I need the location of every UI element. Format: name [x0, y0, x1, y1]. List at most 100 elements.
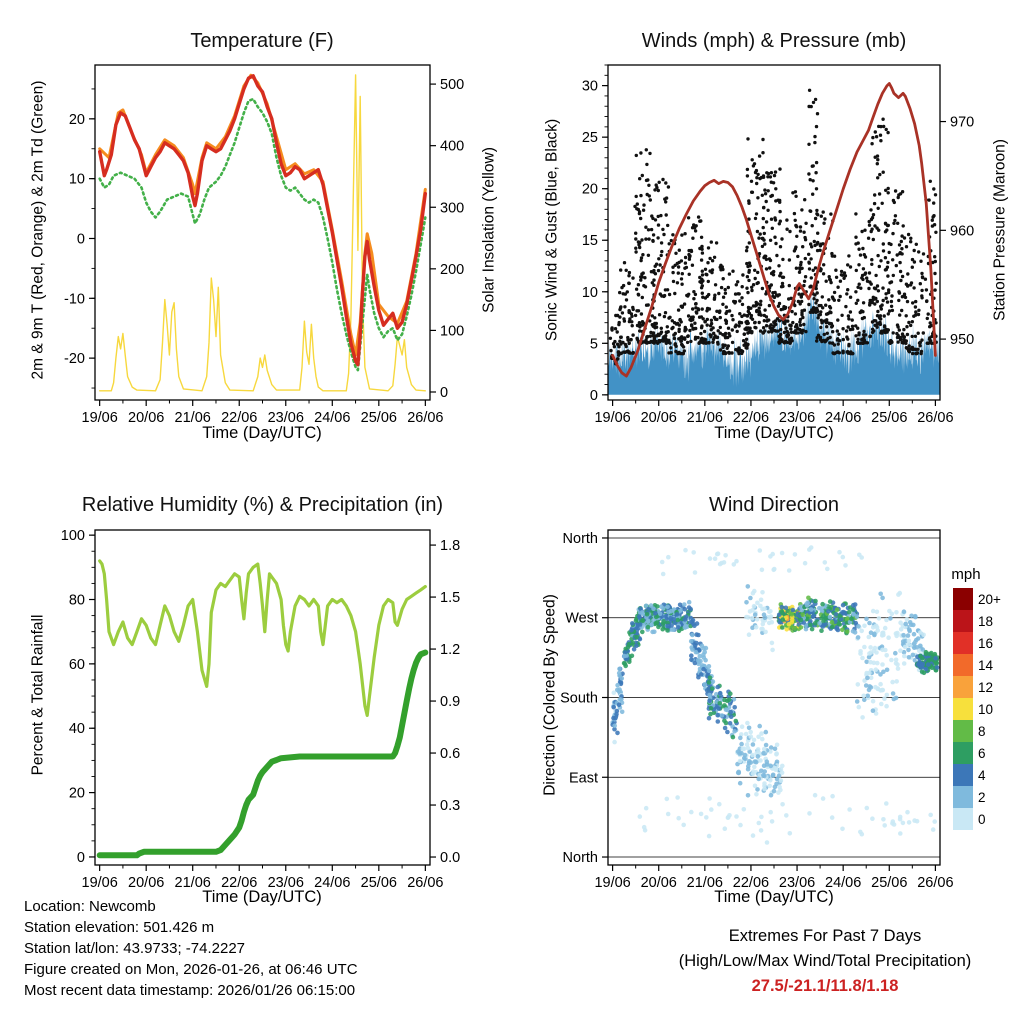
x-tick-label: 26/06	[917, 410, 953, 426]
y-tick-label-left: 60	[69, 657, 85, 673]
series-area	[96, 559, 429, 859]
legend-row: 12	[953, 676, 1001, 698]
y-tick-label-right: 300	[440, 200, 464, 216]
x-tick-label: 22/06	[733, 410, 769, 426]
legend-swatch	[953, 720, 973, 742]
series-total-precipitation-green	[96, 649, 429, 859]
x-tick-label: 19/06	[594, 875, 630, 891]
x-tick-label: 24/06	[825, 875, 861, 891]
x-tick-label: 26/06	[407, 875, 443, 891]
x-tick-label: 26/06	[407, 410, 443, 426]
axes: 19/06 20/06 21/06 22/06 23/06 24/06 25/06 26/06…	[560, 531, 953, 891]
y-tick-label-left: 15	[582, 233, 598, 249]
legend-label: 12	[978, 679, 994, 695]
legend-label: 16	[978, 635, 994, 651]
series-wind-direction-dots	[610, 545, 940, 845]
legend-label: 18	[978, 613, 994, 629]
y-tick-label-right: 100	[440, 323, 464, 339]
x-tick-label: 24/06	[825, 410, 861, 426]
y-tick-label-left: 40	[69, 721, 85, 737]
ylabel-temperature-left: 2m & 9m T (Red, Orange) & 2m Td (Green)	[29, 80, 46, 380]
x-tick-label: 23/06	[779, 875, 815, 891]
plot-frame	[94, 529, 431, 866]
legend-label: 2	[978, 789, 986, 805]
y-tick-label-left: 5	[590, 336, 598, 352]
x-tick-label: 19/06	[82, 410, 118, 426]
x-tick-label: 20/06	[641, 410, 677, 426]
legend-row: 20+	[953, 588, 1001, 610]
y-tick-label-left: North	[563, 850, 598, 866]
legend-swatch	[953, 654, 973, 676]
y-tick-label-left: -10	[64, 291, 85, 307]
y-tick-label-right: 500	[440, 77, 464, 93]
axes: 19/06 20/06 21/06 22/06 23/06 24/06 25/06 26/06…	[64, 77, 464, 426]
series-area	[608, 82, 940, 395]
y-tick-label-right: 0	[440, 385, 448, 401]
ylabel-solar-right: Solar Insolation (Yellow)	[480, 147, 497, 313]
y-tick-label-left: 30	[582, 79, 598, 95]
x-tick-label: 21/06	[687, 410, 723, 426]
legend-label: 10	[978, 701, 994, 717]
figure-created: Figure created on Mon, 2026-01-26, at 06…	[24, 961, 358, 978]
y-tick-label-right: 970	[950, 115, 974, 131]
speed-colorbar-legend: 20+ 18 16 14 12 10 8 6 4 2 0	[953, 588, 1001, 830]
axes: 19/06 20/06 21/06 22/06 23/06 24/06 25/06 26/06…	[61, 528, 460, 891]
legend-label: 14	[978, 657, 994, 673]
x-tick-label: 23/06	[268, 410, 304, 426]
y-tick-label-right: 0.3	[440, 798, 460, 814]
y-tick-label-left: 0	[77, 850, 85, 866]
chart-title-humidity-precip: Relative Humidity (%) & Precipitation (i…	[81, 494, 444, 516]
x-tick-label: 23/06	[268, 875, 304, 891]
legend-row: 14	[953, 654, 1001, 676]
y-tick-label-left: -20	[64, 351, 85, 367]
y-tick-label-right: 950	[950, 332, 974, 348]
y-tick-label-left: 100	[61, 528, 85, 544]
x-tick-label: 25/06	[871, 410, 907, 426]
legend-row: 0	[953, 808, 1001, 830]
x-tick-label: 26/06	[917, 875, 953, 891]
x-tick-label: 21/06	[687, 875, 723, 891]
legend-swatch	[953, 786, 973, 808]
legend-swatch	[953, 764, 973, 786]
data-timestamp: Most recent data timestamp: 2026/01/26 0…	[24, 982, 356, 999]
y-tick-label-left: 20	[582, 182, 598, 198]
legend-swatch	[953, 698, 973, 720]
legend-label: 4	[978, 767, 986, 783]
xlabel-humidity: Time (Day/UTC)	[202, 888, 322, 906]
y-tick-label-right: 1.8	[440, 538, 460, 554]
x-tick-label: 22/06	[221, 875, 257, 891]
station-latlon: Station lat/lon: 43.9733; -74.2227	[24, 940, 246, 957]
series-wind-gust-black	[608, 88, 938, 366]
chart-0: 19/06 20/06 21/06 22/06 23/06 24/06 25/06 26/06…	[64, 64, 464, 426]
x-tick-label: 25/06	[361, 410, 397, 426]
y-tick-label-right: 960	[950, 223, 974, 239]
station-info: Location: Newcomb Station elevation: 501…	[24, 896, 358, 1001]
series-area	[610, 545, 940, 845]
y-tick-label-left: 25	[582, 130, 598, 146]
x-tick-label: 21/06	[175, 875, 211, 891]
extremes-title: Extremes For Past 7 Days	[728, 927, 922, 945]
ylabel-direction-left: Direction (Colored By Speed)	[541, 594, 558, 796]
station-elevation: Station elevation: 501.426 m	[24, 919, 215, 936]
extremes-values: 27.5/-21.1/11.8/1.18	[751, 977, 899, 995]
x-tick-label: 25/06	[361, 875, 397, 891]
y-tick-label-left: 0	[77, 231, 85, 247]
x-tick-label: 20/06	[128, 410, 164, 426]
x-tick-label: 24/06	[314, 410, 350, 426]
legend-swatch	[953, 808, 973, 830]
legend-label: 8	[978, 723, 986, 739]
axes: 19/06 20/06 21/06 22/06 23/06 24/06 25/06 26/06…	[582, 64, 974, 426]
y-tick-label-left: East	[569, 770, 598, 786]
y-tick-label-left: 20	[69, 786, 85, 802]
series-relative-humidity-lightgreen	[98, 559, 427, 717]
legend-label: 20+	[978, 591, 1001, 607]
legend-label: 6	[978, 745, 986, 761]
xlabel-winds: Time (Day/UTC)	[714, 424, 834, 442]
legend-swatch	[953, 588, 973, 610]
legend-row: 4	[953, 764, 1001, 786]
series-sonic-wind-blue	[608, 286, 940, 395]
y-tick-label-right: 0.6	[440, 746, 460, 762]
y-tick-label-right: 0.0	[440, 850, 460, 866]
